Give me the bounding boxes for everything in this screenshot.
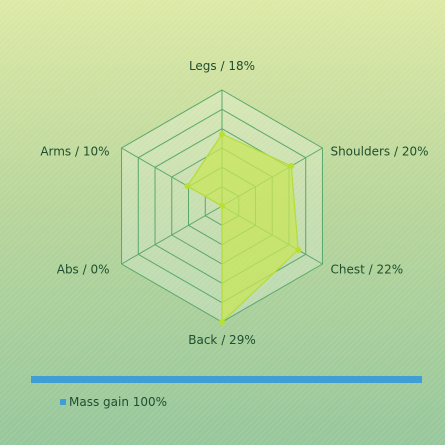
data-point-shoulders[interactable] [288,163,295,169]
axis-label-chest: Chest / 22% [330,263,403,277]
legend-swatch [60,399,66,405]
data-point-back[interactable] [219,319,225,325]
data-point-arms[interactable] [184,183,191,189]
data-point-abs[interactable] [219,203,225,209]
axis-label-back: Back / 29% [188,333,255,347]
legend-label: Mass gain 100% [69,395,168,409]
axis-label-arms: Arms / 10% [40,145,109,159]
data-point-legs[interactable] [219,131,225,137]
spoke-abs [121,205,223,265]
axis-label-shoulders: Shoulders / 20% [330,145,428,159]
axis-labels: Legs / 18% Shoulders / 20% Chest / 22% Back… [40,59,428,347]
data-point-chest[interactable] [295,247,302,253]
radar-series [184,131,302,325]
axis-label-legs: Legs / 18% [189,59,255,73]
legend-bar [31,376,422,383]
legend[interactable]: Mass gain 100% [60,395,167,409]
axis-label-abs: Abs / 0% [57,263,110,277]
